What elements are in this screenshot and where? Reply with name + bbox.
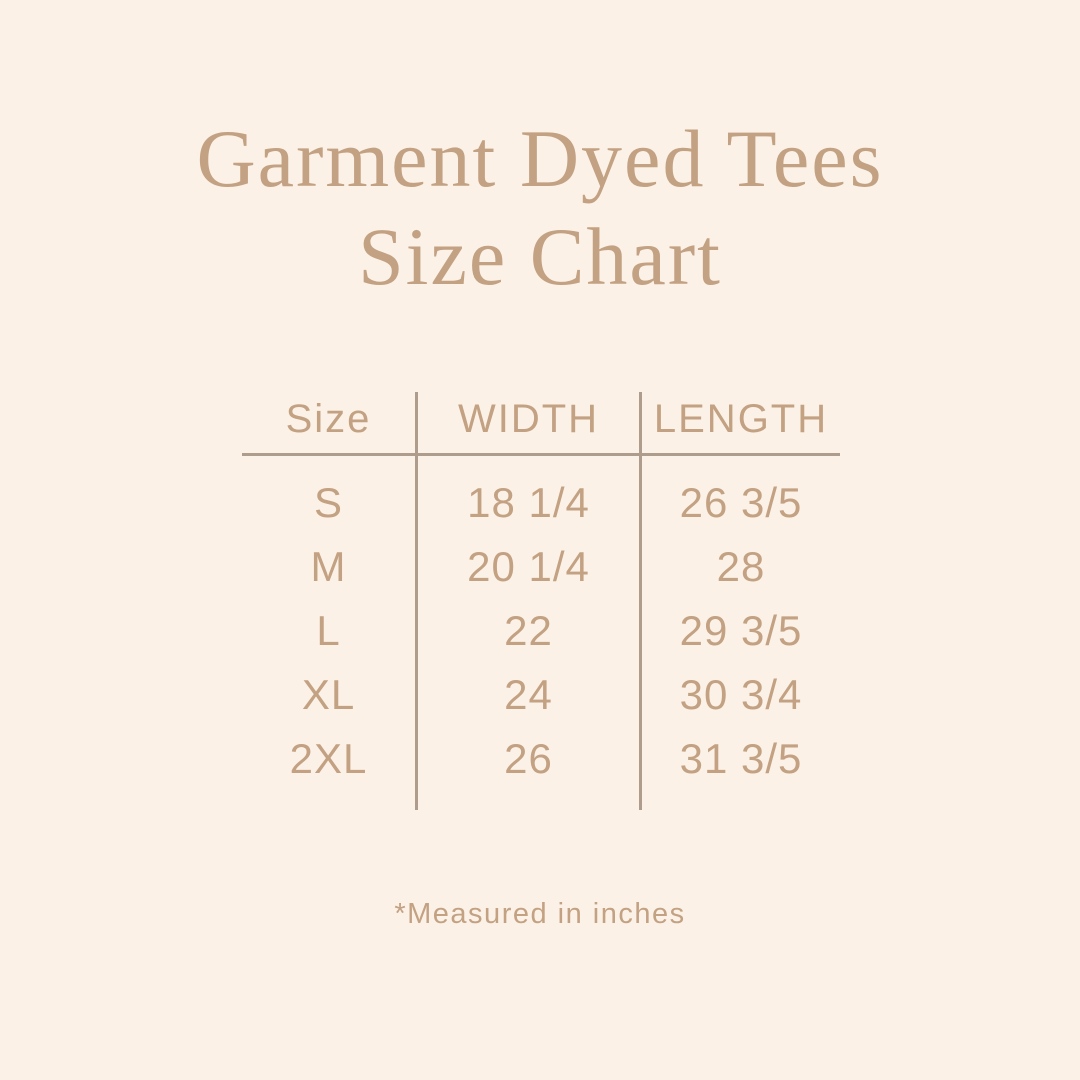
column-divider-1 — [415, 392, 418, 810]
column-divider-2 — [639, 392, 642, 810]
table-row: XL 24 30 3/4 — [240, 663, 842, 727]
table-body: S 18 1/4 26 3/5 M 20 1/4 28 L 22 29 3/5 … — [240, 471, 842, 791]
width-value: 18 1/4 — [467, 479, 590, 526]
length-value: 29 3/5 — [679, 607, 803, 654]
length-value: 28 — [716, 543, 766, 590]
table-row: M 20 1/4 28 — [240, 535, 842, 599]
title-line-1: Garment Dyed Tees — [196, 113, 884, 204]
footnote: *Measured in inches — [394, 898, 686, 930]
size-value: XL — [301, 671, 356, 718]
title-line-2: Size Chart — [358, 211, 722, 302]
size-table: Size WIDTH LENGTH S 18 1/4 26 3/5 M 20 1… — [240, 385, 842, 817]
length-value: 30 3/4 — [679, 671, 803, 718]
length-value: 26 3/5 — [679, 479, 803, 526]
width-value: 20 1/4 — [467, 543, 590, 590]
length-value: 31 3/5 — [679, 735, 803, 782]
table-row: 2XL 26 31 3/5 — [240, 727, 842, 791]
size-value: L — [316, 607, 341, 654]
width-value: 24 — [504, 671, 553, 718]
table-row: S 18 1/4 26 3/5 — [240, 471, 842, 535]
header-width: WIDTH — [457, 396, 600, 441]
size-value: S — [313, 479, 343, 526]
width-value: 26 — [504, 735, 553, 782]
header-size: Size — [285, 396, 372, 441]
header-length: LENGTH — [653, 396, 829, 441]
page-title: Garment Dyed Tees Size Chart — [0, 110, 1080, 306]
size-value: 2XL — [289, 735, 368, 782]
table-row: L 22 29 3/5 — [240, 599, 842, 663]
width-value: 22 — [504, 607, 553, 654]
table-header-row: Size WIDTH LENGTH — [240, 385, 842, 453]
header-divider-line — [242, 453, 840, 456]
size-value: M — [310, 543, 347, 590]
